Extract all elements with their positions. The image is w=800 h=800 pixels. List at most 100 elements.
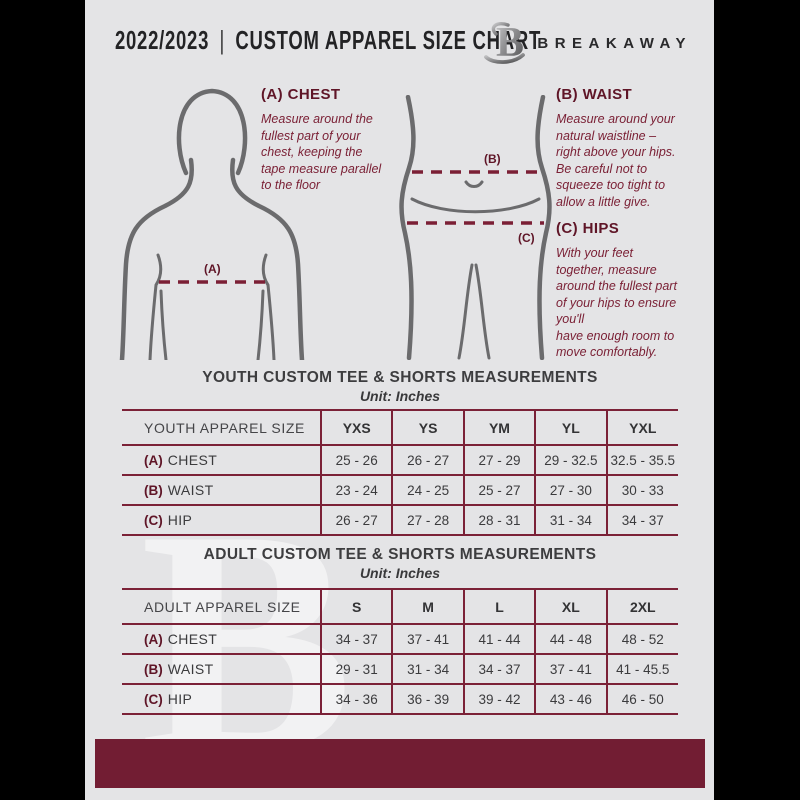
adult-chest-2xl: 48 - 52: [605, 624, 678, 654]
youth-hip-yxl: 34 - 37: [605, 505, 678, 535]
youth-waist-ys: 24 - 25: [391, 475, 464, 505]
youth-header-yxs: YXS: [319, 410, 393, 445]
adult-waist-m: 31 - 34: [391, 654, 464, 684]
table-row: (A) CHEST 25 - 26 26 - 27 27 - 29 29 - 32…: [122, 445, 678, 475]
adult-chest-xl: 44 - 48: [534, 624, 607, 654]
waist-hip-figure-diagram: (B) (C): [399, 95, 552, 360]
adult-header-l: L: [462, 589, 536, 624]
adult-hip-2xl: 46 - 50: [605, 684, 678, 714]
adult-waist-xl: 37 - 41: [534, 654, 607, 684]
youth-hip-ym: 28 - 31: [462, 505, 536, 535]
adult-hip-l: 39 - 42: [462, 684, 536, 714]
instruction-waist: (B) WAIST Measure around your natural wa…: [556, 86, 712, 210]
chest-line-label: (A): [204, 262, 221, 276]
size-chart-page: B 2022/2023 | CUSTOM APPAREL SIZE CHART …: [85, 0, 714, 800]
instruction-hips: (C) HIPS With your feet together, measur…: [556, 220, 712, 361]
table-row: (C) HIP 34 - 36 36 - 39 39 - 42 43 - 46 4…: [122, 684, 678, 714]
row-prefix: (C): [144, 513, 163, 528]
adult-header-s: S: [319, 589, 393, 624]
adult-chest-m: 37 - 41: [391, 624, 464, 654]
hip-line-label: (C): [518, 231, 535, 245]
brand-lockup: B BREAKAWAY: [483, 16, 692, 66]
instruction-hips-heading: (C) HIPS: [556, 220, 620, 237]
adult-chest-l: 41 - 44: [462, 624, 536, 654]
row-label: HIP: [167, 512, 193, 528]
youth-header-yl: YL: [534, 410, 607, 445]
youth-waist-yl: 27 - 30: [534, 475, 607, 505]
header-year: 2022/2023: [115, 26, 210, 56]
youth-chest-yl: 29 - 32.5: [534, 445, 607, 475]
adult-header-size-label: ADULT APPAREL SIZE: [144, 598, 301, 615]
youth-table-header-row: YOUTH APPAREL SIZE YXS YS YM YL YXL: [122, 410, 678, 445]
waist-line-label: (B): [484, 152, 501, 166]
youth-size-table: YOUTH APPAREL SIZE YXS YS YM YL YXL (A) C…: [122, 409, 678, 536]
row-prefix: (A): [144, 632, 163, 647]
header-separator: |: [219, 26, 226, 56]
instruction-waist-body: Measure around your natural waistline – …: [556, 112, 676, 209]
youth-chest-yxs: 25 - 26: [319, 445, 393, 475]
header-title-text: CUSTOM APPAREL SIZE CHART: [235, 26, 542, 56]
instruction-waist-heading: (B) WAIST: [556, 86, 633, 103]
youth-chest-yxl: 32.5 - 35.5: [605, 445, 678, 475]
adult-header-xl: XL: [534, 589, 607, 624]
adult-header-2xl: 2XL: [605, 589, 678, 624]
figure-inner-thigh-right: [474, 263, 491, 360]
breakaway-logo-icon: B: [484, 20, 526, 66]
row-label: WAIST: [167, 661, 214, 677]
adult-chest-label-cell: (A) CHEST: [122, 624, 321, 654]
youth-waist-yxs: 23 - 24: [319, 475, 393, 505]
youth-header-ys: YS: [391, 410, 464, 445]
table-row: (C) HIP 26 - 27 27 - 28 28 - 31 31 - 34 3…: [122, 505, 678, 535]
row-label: CHEST: [167, 452, 218, 468]
adult-hip-label-cell: (C) HIP: [122, 684, 321, 714]
table-row: (A) CHEST 34 - 37 37 - 41 41 - 44 44 - 48…: [122, 624, 678, 654]
youth-chest-ys: 26 - 27: [391, 445, 464, 475]
youth-hip-ys: 27 - 28: [391, 505, 464, 535]
figure-inner-thigh-left: [457, 263, 474, 360]
brand-name: BREAKAWAY: [537, 34, 692, 52]
youth-hip-yxs: 26 - 27: [319, 505, 393, 535]
youth-chest-label-cell: (A) CHEST: [122, 445, 321, 475]
youth-header-yxl: YXL: [605, 410, 678, 445]
adult-hip-s: 34 - 36: [319, 684, 393, 714]
youth-header-ym: YM: [462, 410, 536, 445]
table-row: (B) WAIST 23 - 24 24 - 25 25 - 27 27 - 30…: [122, 475, 678, 505]
youth-waist-yxl: 30 - 33: [605, 475, 678, 505]
adult-hip-m: 36 - 39: [391, 684, 464, 714]
footer-accent-bar: [95, 739, 705, 788]
row-label: WAIST: [167, 482, 214, 498]
adult-table-header-row: ADULT APPAREL SIZE S M L XL 2XL: [122, 589, 678, 624]
instruction-chest-heading: (A) CHEST: [261, 86, 341, 103]
adult-waist-label-cell: (B) WAIST: [122, 654, 321, 684]
row-prefix: (B): [144, 662, 163, 677]
adult-table-title: ADULT CUSTOM TEE & SHORTS MEASUREMENTS: [203, 546, 597, 563]
adult-size-table: ADULT APPAREL SIZE S M L XL 2XL (A) CHEST…: [122, 588, 678, 715]
instruction-chest: (A) CHEST Measure around the fullest par…: [261, 86, 411, 194]
adult-waist-s: 29 - 31: [319, 654, 393, 684]
adult-table-unit: Unit: Inches: [359, 565, 441, 581]
adult-header-m: M: [391, 589, 464, 624]
figure-hip-curve: [410, 197, 541, 214]
youth-hip-label-cell: (C) HIP: [122, 505, 321, 535]
row-prefix: (B): [144, 483, 163, 498]
youth-table-unit: Unit: Inches: [359, 388, 441, 404]
adult-chest-s: 34 - 37: [319, 624, 393, 654]
row-prefix: (C): [144, 692, 163, 707]
youth-waist-label-cell: (B) WAIST: [122, 475, 321, 505]
instruction-hips-body: With your feet together, measure around …: [556, 246, 677, 359]
row-prefix: (A): [144, 453, 163, 468]
figure-navel: [464, 180, 484, 188]
adult-hip-xl: 43 - 46: [534, 684, 607, 714]
youth-hip-yl: 31 - 34: [534, 505, 607, 535]
row-label: CHEST: [167, 631, 218, 647]
youth-waist-ym: 25 - 27: [462, 475, 536, 505]
youth-header-size-label: YOUTH APPAREL SIZE: [144, 419, 305, 436]
row-label: HIP: [167, 691, 193, 707]
table-row: (B) WAIST 29 - 31 31 - 34 34 - 37 37 - 41…: [122, 654, 678, 684]
chest-figure-diagram: (A): [119, 88, 305, 360]
figure-head-outline: [176, 88, 248, 176]
youth-chest-ym: 27 - 29: [462, 445, 536, 475]
adult-waist-l: 34 - 37: [462, 654, 536, 684]
instruction-chest-body: Measure around the fullest part of your …: [261, 112, 382, 192]
